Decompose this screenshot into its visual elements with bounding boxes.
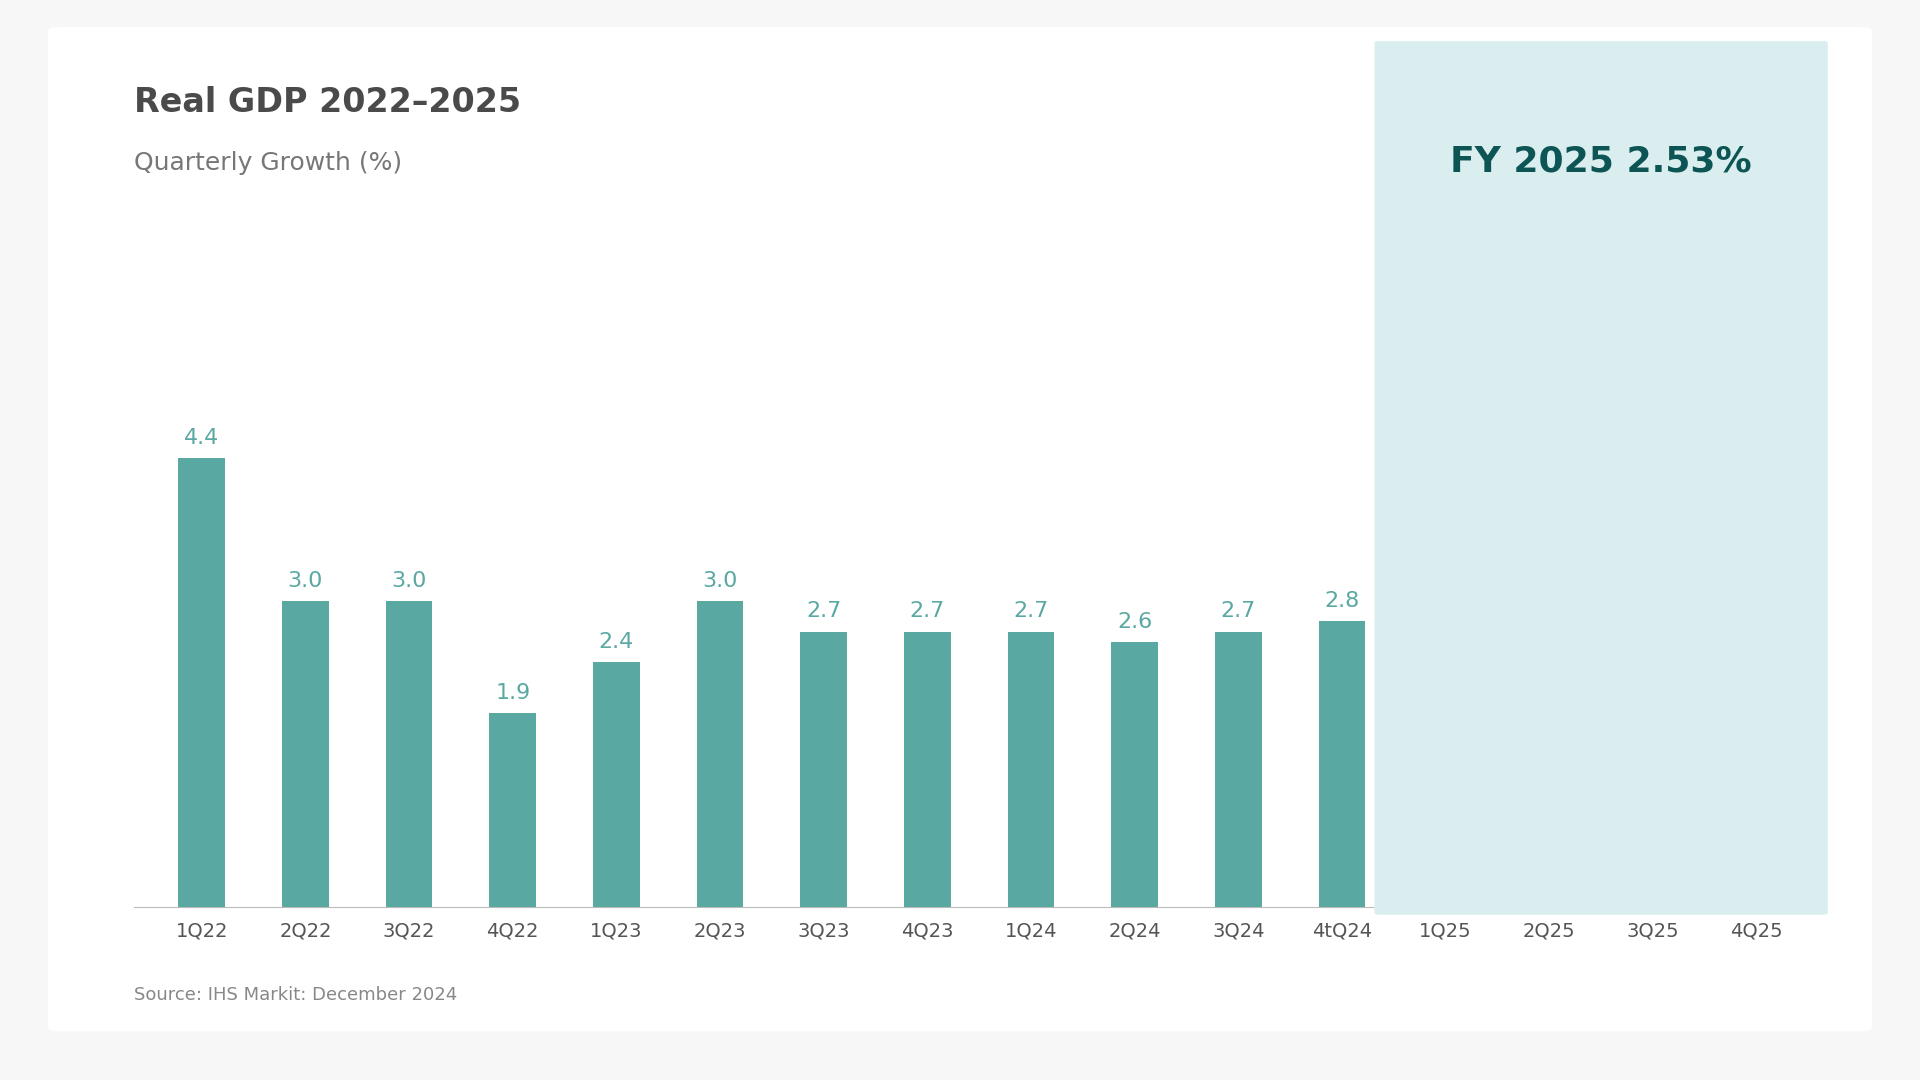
- Text: 2.7: 2.7: [1221, 602, 1256, 621]
- Text: 2.4: 2.4: [599, 632, 634, 652]
- Bar: [1215, 632, 1261, 907]
- Text: 2.4: 2.4: [1634, 632, 1672, 652]
- Text: 2.5: 2.5: [1530, 622, 1569, 642]
- Bar: [1526, 652, 1572, 907]
- Bar: [904, 632, 950, 907]
- Text: Real GDP 2022–2025: Real GDP 2022–2025: [134, 86, 522, 120]
- Bar: [593, 662, 639, 907]
- Text: 2.6: 2.6: [1117, 611, 1152, 632]
- Text: 3.0: 3.0: [288, 570, 323, 591]
- Text: 2.9: 2.9: [1427, 581, 1465, 600]
- Text: Source: IHS Markit: December 2024: Source: IHS Markit: December 2024: [134, 986, 457, 1004]
- Bar: [697, 600, 743, 907]
- Bar: [386, 600, 432, 907]
- Text: 2.7: 2.7: [806, 602, 841, 621]
- Bar: [1008, 632, 1054, 907]
- Text: June ’24 Projections: June ’24 Projections: [1505, 757, 1697, 777]
- Text: 2.2: 2.2: [1738, 652, 1776, 673]
- Bar: [1112, 642, 1158, 907]
- Text: 2.7: 2.7: [1427, 823, 1465, 843]
- Text: 3.0: 3.0: [703, 570, 737, 591]
- Bar: [282, 600, 328, 907]
- Text: 2.8: 2.8: [1738, 823, 1776, 843]
- Text: 2.7: 2.7: [1530, 823, 1569, 843]
- Text: Quarterly Growth (%): Quarterly Growth (%): [134, 151, 403, 175]
- Text: 3.0: 3.0: [392, 570, 426, 591]
- Text: 2.7: 2.7: [1634, 823, 1672, 843]
- Text: 4.4: 4.4: [184, 428, 219, 448]
- Bar: [1630, 662, 1676, 907]
- Text: 1.9: 1.9: [495, 683, 530, 703]
- Bar: [1734, 683, 1780, 907]
- Text: 2.8: 2.8: [1325, 591, 1359, 611]
- Bar: [1423, 611, 1469, 907]
- Bar: [801, 632, 847, 907]
- Bar: [1319, 621, 1365, 907]
- Bar: [179, 458, 225, 907]
- Text: 2.7: 2.7: [910, 602, 945, 621]
- FancyBboxPatch shape: [1396, 729, 1807, 861]
- Text: 2.7: 2.7: [1014, 602, 1048, 621]
- Text: FY 2025 2.53%: FY 2025 2.53%: [1450, 145, 1751, 179]
- Bar: [490, 713, 536, 907]
